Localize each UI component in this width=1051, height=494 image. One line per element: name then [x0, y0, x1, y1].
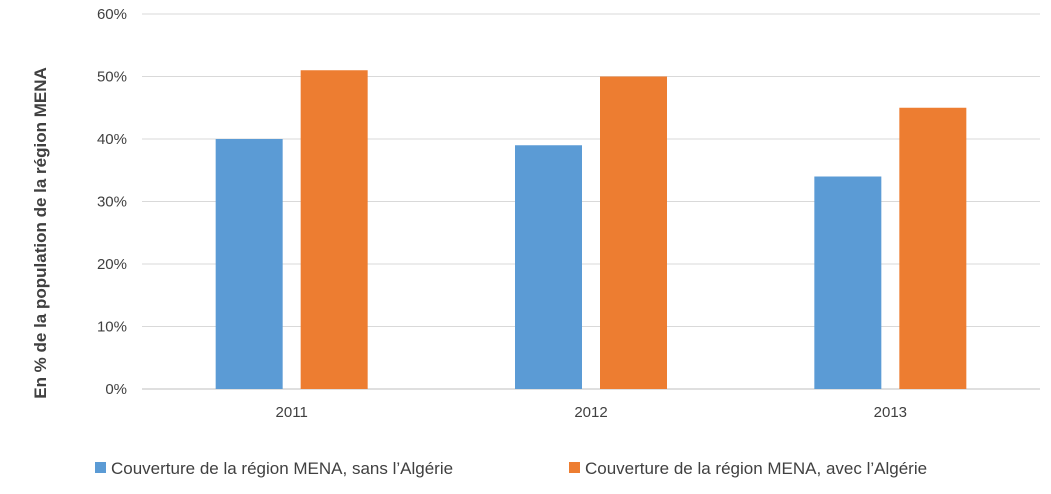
bars: [215, 70, 967, 389]
legend-swatch-sans-algerie: [95, 462, 106, 473]
gridlines: [142, 13, 1040, 390]
y-tick-label: 20%: [97, 256, 127, 273]
bar-sans-algerie-2011: [215, 139, 283, 389]
y-tick-label: 0%: [105, 381, 127, 398]
bar-sans-algerie-2012: [515, 145, 582, 389]
x-tick-label: 2013: [874, 404, 907, 421]
bar-avec-algerie-2013: [899, 107, 967, 389]
legend: Couverture de la région MENA, sans l’Alg…: [95, 459, 927, 478]
x-tick-label: 2011: [276, 404, 308, 421]
bar-sans-algerie-2013: [814, 176, 882, 389]
y-axis-tick-labels: 0% 10% 20% 30% 40% 50% 60%: [97, 6, 127, 398]
bar-avec-algerie-2012: [600, 76, 667, 389]
y-tick-label: 40%: [97, 131, 127, 148]
x-axis-tick-labels: 2011 2012 2013: [276, 404, 907, 421]
y-tick-label: 50%: [97, 69, 127, 86]
y-axis-label: En % de la population de la région MENA: [31, 67, 50, 399]
y-tick-label: 10%: [97, 319, 127, 336]
legend-label-sans-algerie: Couverture de la région MENA, sans l’Alg…: [111, 459, 453, 478]
bar-avec-algerie-2011: [300, 70, 368, 389]
legend-swatch-avec-algerie: [569, 462, 580, 473]
y-tick-label: 60%: [97, 6, 127, 23]
x-tick-label: 2012: [574, 404, 607, 421]
legend-label-avec-algerie: Couverture de la région MENA, avec l’Alg…: [585, 459, 927, 478]
y-tick-label: 30%: [97, 194, 127, 211]
